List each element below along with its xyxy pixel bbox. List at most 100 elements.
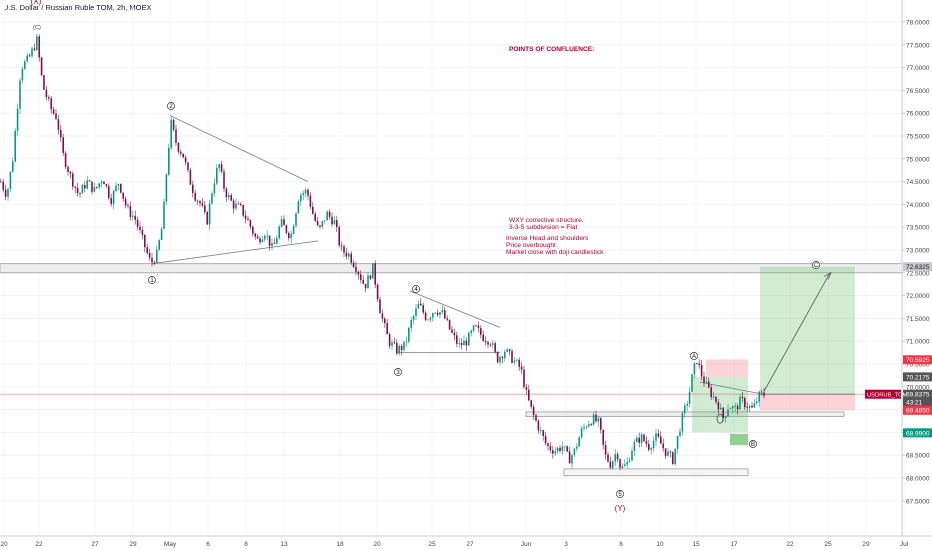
time-axis[interactable]: 20 22 27 29 May 6 8 13 18 20 25 27 Jun 3 8 10 15 17 22 25 29… bbox=[0, 535, 932, 548]
candle bbox=[590, 424, 592, 426]
price-tag-bg bbox=[903, 355, 932, 365]
candle bbox=[314, 213, 316, 221]
small-green-zone bbox=[730, 433, 748, 446]
symbol-tag-bg bbox=[865, 389, 901, 399]
candle bbox=[290, 233, 292, 239]
candle bbox=[604, 444, 607, 455]
long-position-tool[interactable] bbox=[692, 266, 855, 446]
candle bbox=[736, 405, 739, 410]
wave-4-label-text: 4 bbox=[414, 287, 418, 293]
candle bbox=[292, 226, 295, 234]
candle bbox=[489, 344, 492, 346]
candle bbox=[216, 168, 218, 184]
candle bbox=[184, 157, 187, 163]
candle bbox=[403, 341, 405, 351]
candle bbox=[576, 446, 578, 449]
candle bbox=[355, 266, 357, 272]
candle bbox=[264, 235, 266, 240]
candle bbox=[544, 435, 547, 444]
candle bbox=[225, 188, 228, 198]
candle bbox=[758, 391, 760, 402]
candle bbox=[189, 169, 192, 185]
candle bbox=[19, 80, 21, 109]
candle bbox=[398, 345, 400, 354]
candle bbox=[751, 405, 753, 408]
y-tick-label: 76.5000 bbox=[906, 88, 930, 95]
candle bbox=[348, 253, 350, 257]
candle bbox=[523, 369, 525, 388]
wave-1-label-text: 1 bbox=[150, 278, 154, 284]
candle bbox=[748, 405, 751, 408]
candle bbox=[763, 392, 765, 396]
candle bbox=[612, 461, 614, 468]
candle bbox=[108, 186, 110, 199]
candle bbox=[139, 226, 141, 231]
candle bbox=[88, 180, 91, 182]
candle bbox=[228, 195, 230, 198]
candle bbox=[276, 238, 278, 244]
candle bbox=[60, 129, 62, 138]
candle bbox=[444, 310, 446, 319]
candle bbox=[283, 219, 285, 226]
wave-3-label-text: 3 bbox=[396, 370, 400, 376]
candle bbox=[208, 203, 211, 225]
x-tick-label: 20 bbox=[373, 541, 381, 548]
y-tick-label: 75.5000 bbox=[906, 134, 930, 141]
candle bbox=[168, 147, 170, 175]
wave-x-label: (X) bbox=[31, 0, 42, 6]
price-tag-bg bbox=[903, 428, 932, 438]
x-tick-label: 25 bbox=[824, 541, 832, 548]
candle bbox=[636, 437, 638, 442]
y-tick-label: 70.5000 bbox=[906, 362, 930, 369]
candle bbox=[698, 363, 700, 365]
candle bbox=[9, 171, 12, 189]
price-axis[interactable]: 78.0000 77.5000 77.0000 76.5000 76.0000 75.50… bbox=[865, 0, 932, 536]
candle bbox=[516, 359, 518, 361]
candle bbox=[72, 173, 74, 187]
candle bbox=[360, 274, 362, 280]
wave-b-label: B bbox=[749, 440, 757, 448]
candle bbox=[319, 225, 321, 227]
candle bbox=[578, 437, 580, 447]
candle bbox=[703, 376, 705, 383]
candle bbox=[638, 437, 640, 443]
price-tag-bg bbox=[903, 389, 932, 399]
wave-1-label-circle bbox=[148, 276, 156, 284]
candle bbox=[158, 240, 160, 250]
candle bbox=[4, 189, 7, 197]
candle bbox=[468, 332, 470, 346]
candle bbox=[31, 48, 33, 57]
candle bbox=[333, 220, 336, 225]
candle bbox=[237, 203, 240, 205]
candle bbox=[148, 252, 151, 258]
candle bbox=[50, 98, 52, 110]
candle bbox=[436, 312, 439, 315]
confluence-title: POINTS OF CONFLUENCE: bbox=[509, 46, 595, 53]
y-tick-label: 71.0000 bbox=[906, 339, 930, 346]
candle bbox=[247, 218, 249, 221]
candle bbox=[199, 201, 201, 204]
trend-lines bbox=[151, 115, 832, 395]
candle bbox=[691, 374, 693, 393]
candle bbox=[592, 414, 595, 425]
candle bbox=[280, 219, 283, 227]
note-line-1: WXY corrective structure. bbox=[509, 217, 584, 224]
candle bbox=[331, 216, 333, 225]
candle bbox=[609, 461, 612, 468]
candle bbox=[163, 201, 165, 229]
candle bbox=[708, 381, 710, 388]
candle bbox=[626, 461, 628, 465]
x-tick-label: 20 bbox=[0, 541, 8, 548]
candle bbox=[302, 193, 304, 196]
candle bbox=[705, 381, 708, 383]
candle bbox=[717, 402, 720, 410]
candle bbox=[146, 247, 148, 253]
y-tick-label: 73.0000 bbox=[906, 248, 930, 255]
candle bbox=[357, 271, 360, 275]
candle bbox=[45, 89, 48, 97]
candle bbox=[79, 192, 81, 194]
candle bbox=[511, 351, 513, 363]
candle bbox=[674, 448, 676, 465]
